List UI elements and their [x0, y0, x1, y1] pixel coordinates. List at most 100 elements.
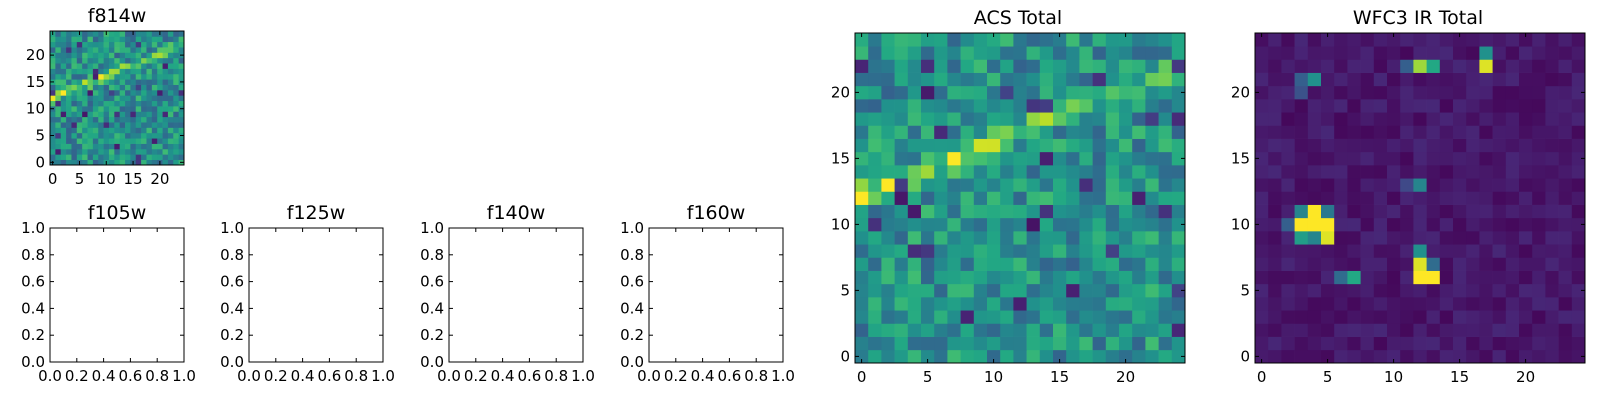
heatmap-cell: [1053, 204, 1067, 219]
heatmap-cell: [1492, 297, 1507, 311]
heatmap-cell: [108, 159, 115, 166]
heatmap-cell: [1026, 283, 1041, 298]
heatmap-cell: [135, 159, 142, 166]
heatmap-cell: [1132, 191, 1146, 205]
heatmap-cell: [1347, 112, 1361, 126]
heatmap-cell: [1373, 336, 1388, 351]
heatmap-cell: [1334, 297, 1348, 311]
heatmap-cell: [114, 73, 121, 80]
heatmap-cell: [1532, 59, 1546, 73]
heatmap-cell: [1092, 204, 1107, 219]
heatmap-cell: [1545, 165, 1559, 179]
heatmap-cell: [855, 270, 869, 285]
heatmap-cell: [50, 63, 56, 69]
heatmap-cell: [1013, 323, 1027, 337]
heatmap-cell: [1571, 297, 1586, 311]
heatmap-cell: [1281, 178, 1295, 192]
heatmap-cell: [119, 154, 126, 160]
heatmap-cell: [141, 95, 147, 102]
heatmap-cell: [108, 116, 115, 123]
heatmap-cell: [103, 138, 110, 144]
heatmap-cell: [71, 148, 78, 155]
heatmap-cell: [1039, 231, 1054, 245]
heatmap-cell: [162, 41, 169, 48]
heatmap-cell: [60, 63, 67, 69]
heatmap-cell: [162, 132, 169, 139]
heatmap-cell: [1360, 33, 1375, 47]
heatmap-cell: [103, 116, 110, 123]
heatmap-cell: [1026, 151, 1041, 166]
heatmap-cell: [125, 73, 131, 80]
heatmap-cell: [125, 111, 131, 118]
heatmap-cell: [1466, 323, 1480, 337]
heatmap-cell: [1571, 191, 1586, 205]
heatmap-cell: [1281, 244, 1295, 258]
heatmap-cell: [66, 79, 72, 85]
heatmap-cell: [1532, 310, 1546, 324]
heatmap-cell: [82, 106, 88, 112]
heatmap-cell: [1321, 310, 1335, 324]
heatmap-cell: [167, 79, 174, 85]
heatmap-cell: [92, 73, 99, 80]
heatmap-cell: [1079, 297, 1093, 311]
heatmap-cell: [71, 95, 78, 102]
heatmap-cell: [1413, 231, 1427, 245]
heatmap-cell: [66, 106, 72, 112]
x-tick-label: 0.2: [264, 367, 288, 385]
heatmap-cell: [868, 33, 882, 47]
heatmap-cell: [151, 84, 158, 91]
heatmap-cell: [1105, 59, 1120, 73]
axes-frame: [648, 227, 784, 363]
heatmap-cell: [1158, 85, 1173, 100]
heatmap-cell: [1479, 217, 1493, 232]
heatmap-cell: [87, 63, 94, 69]
heatmap-cell: [55, 95, 62, 102]
heatmap-cell: [66, 41, 72, 48]
heatmap-cell: [125, 122, 131, 128]
x-tick-label: 0.2: [65, 367, 89, 385]
heatmap-cell: [1145, 349, 1159, 364]
x-tick-label: 0.4: [691, 367, 715, 385]
heatmap-cell: [855, 125, 869, 139]
heatmap-cell: [157, 41, 163, 48]
heatmap-cell: [1255, 297, 1269, 311]
heatmap-cell: [1558, 165, 1573, 179]
heatmap-cell: [98, 52, 104, 59]
heatmap-cell: [125, 100, 131, 107]
heatmap-cell: [855, 204, 869, 219]
heatmap-cell: [92, 132, 99, 139]
heatmap-cell: [1439, 99, 1454, 113]
heatmap-cell: [1119, 231, 1133, 245]
heatmap-cell: [1294, 178, 1309, 192]
heatmap-cell: [987, 270, 1001, 285]
heatmap-cell: [1321, 336, 1335, 351]
heatmap-cell: [82, 148, 88, 155]
heatmap-cell: [157, 132, 163, 139]
heatmap-cell: [1092, 99, 1107, 113]
heatmap-cell: [130, 122, 137, 128]
heatmap-cell: [55, 111, 62, 118]
heatmap-cell: [1119, 99, 1133, 113]
heatmap-cell: [1545, 99, 1559, 113]
heatmap-cell: [1255, 178, 1269, 192]
heatmap-cell: [1373, 217, 1388, 232]
heatmap-cell: [103, 36, 110, 43]
heatmap-cell: [1294, 217, 1309, 232]
heatmap-cell: [1281, 323, 1295, 337]
heatmap-cell: [98, 111, 104, 118]
heatmap-cell: [98, 159, 104, 166]
heatmap-cell: [1066, 33, 1080, 47]
heatmap-cell: [135, 154, 142, 160]
heatmap-cell: [1321, 151, 1335, 166]
heatmap-cell: [1519, 112, 1533, 126]
heatmap-cell: [1347, 244, 1361, 258]
heatmap-cell: [1066, 59, 1080, 73]
heatmap-cell: [1132, 151, 1146, 166]
heatmap-cell: [125, 63, 131, 69]
heatmap-cell: [1026, 270, 1041, 285]
heatmap-cell: [1066, 310, 1080, 324]
heatmap-cell: [868, 310, 882, 324]
heatmap-cell: [1479, 165, 1493, 179]
heatmap-cell: [1158, 178, 1173, 192]
heatmap-cell: [98, 36, 104, 43]
